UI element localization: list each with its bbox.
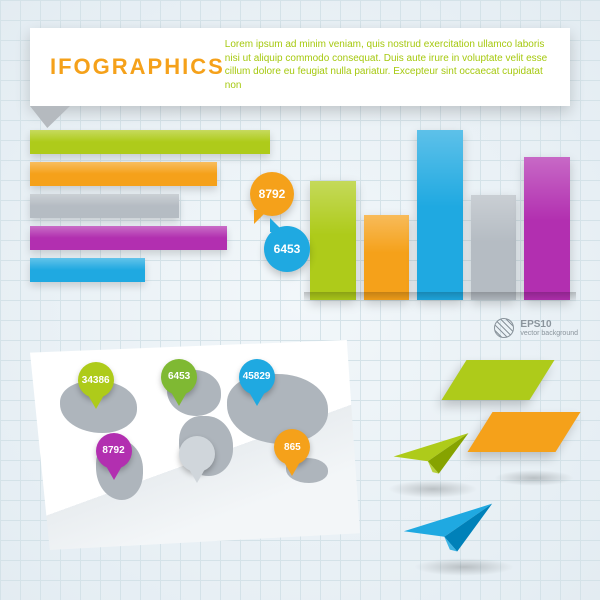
vbar <box>524 157 570 300</box>
map-pin: 6453 <box>161 359 197 395</box>
callout-bubble: 8792 <box>250 172 294 216</box>
shadow <box>388 480 478 498</box>
map-pin: 865 <box>274 429 310 465</box>
callout-bubble: 6453 <box>264 226 310 272</box>
hbar <box>30 130 270 154</box>
vertical-bar-chart <box>310 130 570 300</box>
map-pin: 34386 <box>78 362 114 398</box>
map-pin: 45829 <box>239 359 275 395</box>
paper-plane-icon <box>402 500 494 555</box>
rhombus-shape <box>468 412 581 452</box>
world-map: 34386 6453 45829 8792 865 <box>48 356 346 532</box>
header-banner: IFOGRAPHICS Lorem ipsum ad minim veniam,… <box>30 28 570 106</box>
vbar <box>310 181 356 300</box>
map-pin: 8792 <box>96 433 132 469</box>
rhombus-shape <box>442 360 555 400</box>
hbar <box>30 258 145 282</box>
globe-icon <box>494 318 514 338</box>
vbar <box>417 130 463 300</box>
hbar <box>30 162 217 186</box>
horizontal-bar-chart <box>30 130 270 290</box>
vbar <box>364 215 410 300</box>
paper-plane-icon <box>392 430 470 477</box>
map-pin <box>179 436 215 472</box>
hbar <box>30 194 179 218</box>
banner-body: Lorem ipsum ad minim veniam, quis nostru… <box>225 38 554 92</box>
canvas: IFOGRAPHICS Lorem ipsum ad minim veniam,… <box>0 0 600 600</box>
shadow <box>414 558 514 576</box>
eps-label: EPS10 <box>520 319 578 330</box>
shadow <box>494 470 574 486</box>
banner-title: IFOGRAPHICS <box>50 38 225 96</box>
vbar <box>471 195 517 300</box>
eps-sub: vector background <box>520 330 578 337</box>
world-map-panel: 34386 6453 45829 8792 865 <box>30 340 360 550</box>
eps-badge: EPS10 vector background <box>494 318 578 338</box>
hbar <box>30 226 227 250</box>
